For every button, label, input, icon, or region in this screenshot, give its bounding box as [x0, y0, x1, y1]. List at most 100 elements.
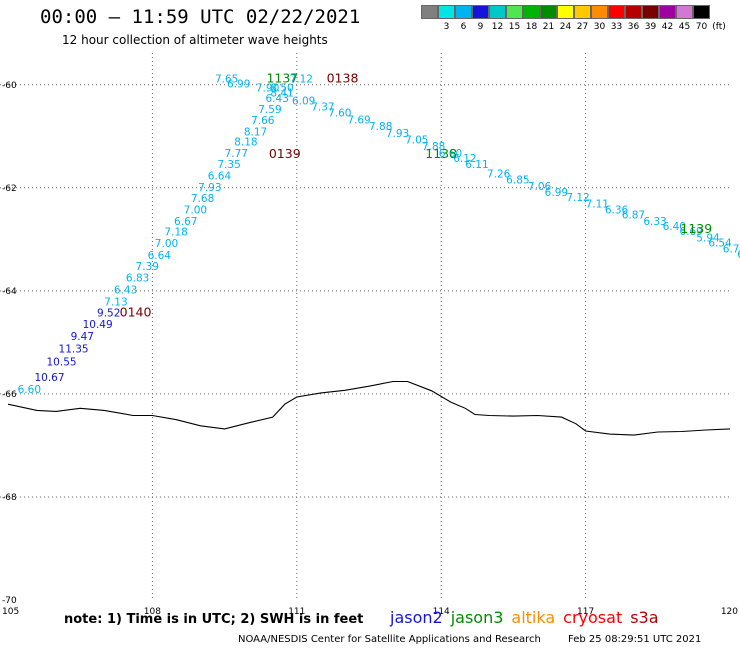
swh-value: 7.69 — [347, 114, 370, 126]
swh-value: 5.94 — [696, 232, 720, 244]
legend-swatch — [540, 5, 557, 19]
swh-value: 7.05 — [405, 134, 428, 146]
legend-swatches — [421, 5, 710, 19]
satellite-jason3: jason3 — [450, 608, 504, 627]
swh-value: 6.54 — [708, 238, 732, 250]
swh-value: 7.13 — [104, 296, 127, 308]
swh-value: 10.49 — [83, 319, 113, 331]
pass-label: 0139 — [269, 146, 301, 161]
swh-value: 6.11 — [465, 159, 488, 171]
swh-value: 7.26 — [487, 169, 511, 181]
pass-label: 0138 — [327, 71, 359, 86]
axis-tick-labels: 105 108 111 114 117 120 -60 -62 -64 -66 -68 -70 — [2, 81, 738, 617]
swh-value: 6.87 — [622, 210, 645, 222]
legend-labels: 3 6 9 12 15 18 21 24 27 30 33 36 39 42 45 70 (ft) — [421, 19, 726, 32]
legend-swatch — [421, 5, 438, 19]
lat-tick-label: -60 — [2, 81, 17, 91]
swh-value: 6.64 — [148, 250, 172, 262]
swh-value: 7.37 — [311, 102, 334, 114]
lat-tick-label: -66 — [2, 390, 17, 400]
legend-label: 9 — [477, 22, 484, 32]
legend-label: 45 — [678, 22, 691, 32]
legend-label: 33 — [610, 22, 623, 32]
swh-value: 6.36 — [605, 205, 629, 217]
legend-label: 3 — [443, 22, 450, 32]
legend-swatch — [574, 5, 591, 19]
swh-value: 7.06 — [528, 181, 552, 193]
legend-swatch — [642, 5, 659, 19]
swh-value: 6.83 — [126, 273, 149, 285]
swh-value: 6.60 — [439, 148, 462, 160]
swh-value: 6.12 — [453, 153, 476, 165]
footer-note: note: 1) Time is in UTC; 2) SWH is in fe… — [64, 612, 364, 627]
swh-value: 7.90 — [256, 82, 279, 94]
swh-value: 7.18 — [164, 227, 187, 239]
lat-tick-label: -70 — [2, 596, 17, 606]
swh-value: 10.67 — [34, 372, 64, 384]
lat-tick-label: -62 — [2, 184, 17, 194]
pass-label: 0140 — [120, 305, 152, 320]
lon-tick-label: 117 — [577, 607, 594, 617]
legend-swatch — [608, 5, 625, 19]
legend-label: 24 — [559, 22, 572, 32]
legend-swatch — [472, 5, 489, 19]
satellite-s3a: s3a — [630, 608, 659, 627]
swh-value: 8.41 — [270, 88, 293, 100]
legend-swatch — [676, 5, 693, 19]
swh-value: 6.43 — [114, 284, 137, 296]
swh-value: 6.60 — [18, 384, 41, 396]
lon-tick-label: 111 — [288, 607, 305, 617]
swh-points: 6.6010.6710.5511.359.4710.499.527.136.43… — [18, 74, 740, 396]
swh-value: 8.18 — [234, 137, 257, 149]
pass-label: 1137 — [266, 71, 298, 86]
legend-swatch — [591, 5, 608, 19]
page-title: 00:00 – 11:59 UTC 02/22/2021 — [40, 6, 361, 28]
legend-swatch — [659, 5, 676, 19]
swh-value: 7.11 — [586, 198, 609, 210]
footer-credit: NOAA/NESDIS Center for Satellite Applica… — [238, 634, 701, 645]
legend-label: 15 — [508, 22, 521, 32]
swh-value: 6.64 — [208, 171, 232, 183]
legend-label: 70 — [695, 22, 708, 32]
swh-value: 7.77 — [225, 148, 248, 160]
swh-value: 7.68 — [191, 193, 214, 205]
satellite-legend: jason2 jason3 altika cryosat s3a — [390, 608, 667, 627]
pass-label: 1139 — [680, 221, 712, 236]
legend-swatch — [455, 5, 472, 19]
pass-label: 1138 — [425, 146, 457, 161]
swh-value: 6.99 — [227, 78, 250, 90]
legend-swatch — [625, 5, 642, 19]
swh-value: 8.17 — [244, 126, 267, 138]
swh-value: 9.47 — [71, 331, 94, 343]
lon-tick-label: 120 — [721, 607, 738, 617]
satellite-jason2: jason2 — [390, 608, 443, 627]
lon-tick-label: 105 — [2, 607, 19, 617]
legend-label: 21 — [542, 22, 555, 32]
swh-value: 11.35 — [59, 344, 89, 356]
swh-value: 7.65 — [215, 74, 238, 86]
swh-value: 7.88 — [422, 141, 445, 153]
legend-label: 39 — [644, 22, 657, 32]
legend-label: 36 — [627, 22, 640, 32]
color-legend: 3 6 9 12 15 18 21 24 27 30 33 36 39 42 45 70 (ft) — [421, 5, 726, 32]
swh-value: 6.99 — [545, 187, 568, 199]
legend-label: 42 — [661, 22, 674, 32]
swh-value: 9.52 — [97, 308, 120, 320]
legend-label: 12 — [491, 22, 504, 32]
legend-label: 6 — [460, 22, 467, 32]
swh-value: 7.59 — [258, 104, 281, 116]
legend-label: 27 — [576, 22, 589, 32]
legend-label: 18 — [525, 22, 538, 32]
swh-value: 6.43 — [266, 93, 289, 105]
satellite-altika: altika — [511, 608, 556, 627]
legend-swatch — [693, 5, 710, 19]
swh-value: 6.67 — [174, 216, 197, 228]
legend-unit: (ft) — [712, 22, 726, 32]
swh-value: 6.69 — [679, 226, 702, 238]
swh-value: 7.12 — [290, 74, 313, 86]
coastline — [7, 380, 731, 436]
swh-value: 7.00 — [155, 238, 178, 250]
satellite-cryosat: cryosat — [563, 608, 623, 627]
swh-value: 7.39 — [136, 261, 159, 273]
